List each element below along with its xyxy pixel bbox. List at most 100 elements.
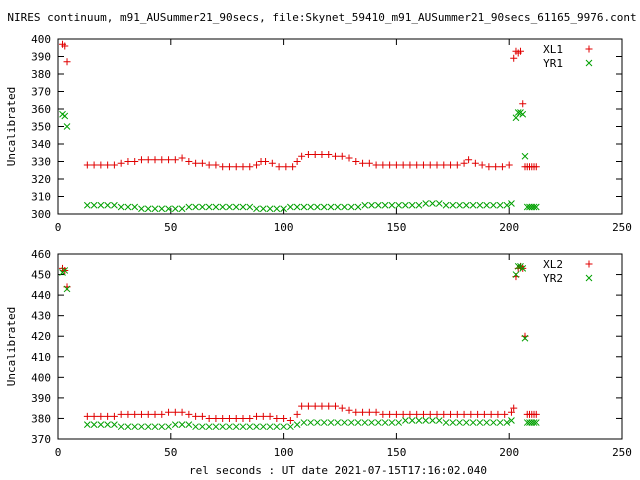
data-point [219,163,227,171]
data-point [259,412,267,420]
data-point [158,156,166,164]
data-point [262,158,270,165]
data-point [293,203,301,211]
legend-label: YR2 [543,272,563,285]
y-tick-label: 420 [31,330,51,343]
data-point [354,419,362,426]
data-point [246,414,254,422]
x-tick-label: 200 [499,221,519,234]
data-point [289,163,297,171]
data-point [273,423,281,431]
data-point [266,205,274,213]
data-point [178,154,186,162]
legend-marker [585,45,593,53]
data-point [165,423,172,431]
data-point [226,423,233,431]
data-point [476,419,484,426]
data-point [151,410,159,418]
data-point [507,408,515,416]
data-point [408,201,416,209]
data-point [165,408,173,416]
data-point [185,158,193,165]
data-point [282,163,290,171]
data-point [359,408,367,416]
data-point [331,152,339,160]
data-point [300,203,308,211]
data-point [510,54,518,62]
data-point [232,203,240,211]
data-point [341,419,348,426]
y-tick-label: 410 [31,351,51,364]
data-point [503,201,511,209]
data-point [124,158,132,165]
data-point [111,201,118,209]
data-point [388,419,396,426]
y-axis-label: Uncalibrated [5,87,18,166]
data-point [205,414,213,422]
data-point [399,161,407,169]
x-tick-label: 250 [612,446,632,459]
data-point [347,203,355,211]
legend-marker [585,274,593,282]
legend-label: XL1 [543,43,563,56]
data-point [429,200,436,207]
data-point [212,423,220,431]
data-point [138,205,145,213]
data-point [320,203,328,211]
data-point [392,410,400,418]
data-point [61,112,69,120]
data-point [361,419,369,426]
x-tick-label: 50 [164,221,177,234]
data-point [151,205,159,213]
y-tick-label: 320 [31,173,51,186]
data-point [171,156,179,164]
data-point [144,423,152,431]
data-point [90,421,98,428]
data-point [90,201,98,209]
data-point [519,100,527,108]
data-point [399,410,407,418]
data-point [275,163,283,171]
data-point [508,200,515,207]
legend-marker [585,260,593,268]
data-point [456,419,463,426]
data-point [117,423,125,431]
data-point [395,201,403,209]
data-point [253,423,260,431]
data-point [192,159,200,167]
data-point [199,423,206,431]
data-point [327,203,335,211]
y-tick-label: 390 [31,51,51,64]
data-point [467,410,475,418]
data-point [429,417,436,424]
data-point [490,201,497,209]
data-point [325,151,333,158]
data-point [287,203,294,211]
data-point [158,410,166,418]
data-point [144,410,152,418]
data-point [273,205,281,213]
data-point [104,201,111,209]
data-point [494,410,502,418]
data-point [392,161,400,169]
x-axis-label: rel seconds : UT date 2021-07-15T17:16:0… [189,464,487,477]
data-point [117,203,125,211]
y-tick-label: 460 [31,248,51,261]
data-point [462,201,470,209]
data-point [239,423,247,431]
data-point [307,203,315,211]
data-point [361,201,369,209]
data-point [314,203,321,211]
data-point [205,203,213,211]
data-point [426,410,434,418]
data-point [280,414,288,422]
data-point [514,262,522,270]
data-point [453,410,461,418]
y-tick-label: 400 [31,371,51,384]
data-point [286,417,294,424]
data-point [226,203,233,211]
data-point [198,412,206,420]
data-point [368,419,375,426]
x-tick-label: 50 [164,446,177,459]
data-point [442,419,450,426]
